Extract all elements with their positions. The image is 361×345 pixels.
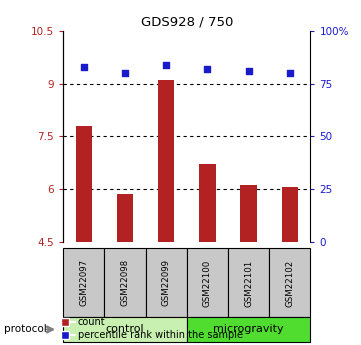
Point bbox=[246, 68, 252, 74]
Bar bbox=[282, 187, 298, 241]
Point bbox=[287, 70, 293, 76]
Text: protocol: protocol bbox=[4, 325, 46, 334]
Bar bbox=[240, 185, 257, 242]
Bar bbox=[117, 194, 133, 242]
Bar bbox=[187, 248, 228, 317]
Bar bbox=[199, 164, 216, 242]
Text: control: control bbox=[106, 325, 144, 334]
Point bbox=[163, 62, 169, 68]
Text: GSM22102: GSM22102 bbox=[285, 259, 294, 306]
Text: GSM22101: GSM22101 bbox=[244, 259, 253, 306]
Title: GDS928 / 750: GDS928 / 750 bbox=[141, 16, 233, 29]
Bar bbox=[145, 248, 187, 317]
Bar bbox=[63, 248, 104, 317]
Bar bbox=[75, 126, 92, 242]
Bar bbox=[158, 80, 174, 242]
Bar bbox=[104, 248, 145, 317]
Text: microgravity: microgravity bbox=[213, 325, 284, 334]
Point bbox=[81, 64, 87, 70]
Text: GSM22100: GSM22100 bbox=[203, 259, 212, 306]
Text: GSM22099: GSM22099 bbox=[162, 259, 171, 306]
Text: GSM22097: GSM22097 bbox=[79, 259, 88, 306]
Bar bbox=[228, 248, 269, 317]
Text: GSM22098: GSM22098 bbox=[121, 259, 130, 306]
Point bbox=[122, 70, 128, 76]
Bar bbox=[187, 317, 310, 342]
Legend: count, percentile rank within the sample: count, percentile rank within the sample bbox=[55, 317, 243, 340]
Bar bbox=[63, 317, 187, 342]
Bar bbox=[269, 248, 310, 317]
Point bbox=[205, 66, 210, 72]
